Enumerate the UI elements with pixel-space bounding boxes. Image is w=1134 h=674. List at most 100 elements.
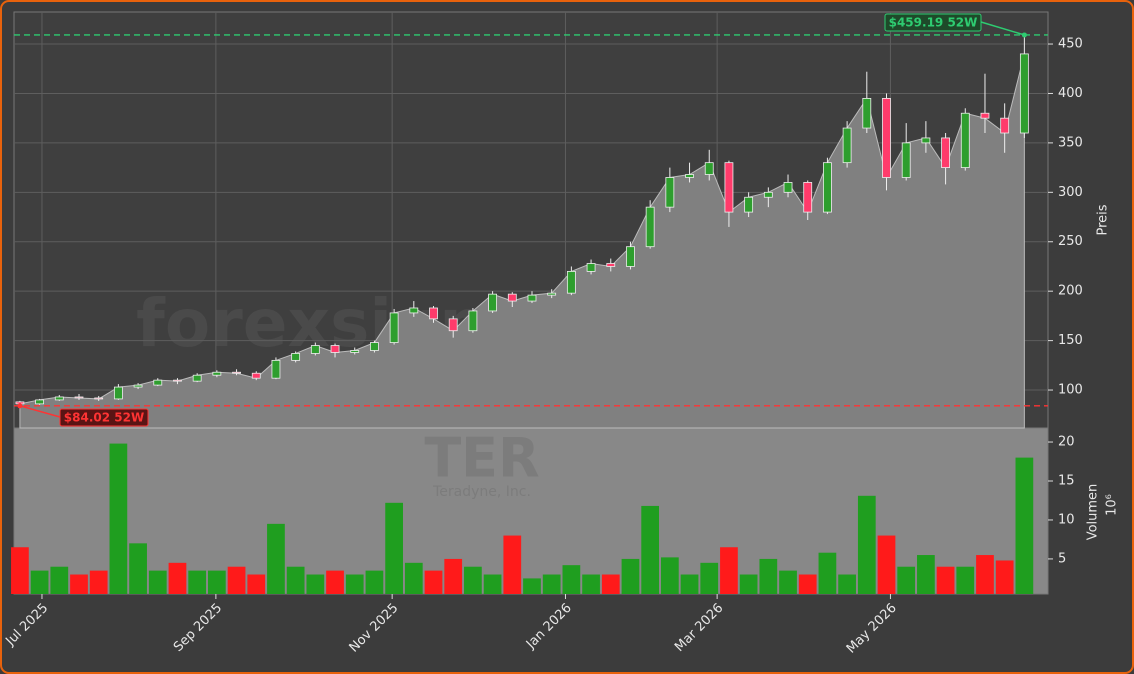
y-axis-label: Preis [1096, 204, 1111, 235]
volume-bar [877, 535, 896, 594]
volume-bar [11, 547, 29, 594]
candle-body [251, 372, 261, 379]
annotation-box [884, 13, 982, 32]
candle-body [370, 342, 379, 351]
candle-body [645, 206, 655, 248]
candle-body [350, 350, 360, 353]
candle-body [527, 294, 537, 302]
candle-body [1000, 117, 1010, 134]
y-tick-label: 100 [1058, 383, 1083, 398]
candle-body [862, 98, 872, 129]
candle-body [665, 177, 675, 208]
volume-bar [601, 574, 620, 594]
candle-body [960, 112, 970, 169]
arrow-head [17, 403, 23, 409]
y-tick-label: 250 [1058, 234, 1083, 249]
candle-body [94, 397, 104, 400]
volume-bar [641, 505, 660, 594]
annotation-box [59, 408, 149, 427]
volume-bar [660, 557, 679, 594]
y-tick-label: 10 [1058, 512, 1075, 527]
volume-bar [523, 578, 541, 594]
volume-bar [818, 552, 837, 594]
candle-body [566, 271, 576, 294]
candle-body [173, 379, 182, 382]
candle-body [763, 191, 773, 198]
volume-bar [148, 570, 167, 594]
volume-bar [207, 570, 226, 594]
candle-body [291, 353, 301, 361]
y-axis-label: Volumen [1086, 484, 1101, 541]
volume-bar [582, 574, 600, 594]
candle-body [212, 371, 222, 376]
y-tick-label: 350 [1058, 135, 1083, 150]
volume-bar [503, 535, 522, 594]
annotation-label: $459.19 52W [889, 16, 978, 30]
volume-bar [30, 570, 49, 594]
volume-bar [247, 574, 266, 594]
y-tick-label: 300 [1058, 185, 1083, 200]
candle-body [54, 396, 64, 401]
volume-bar [345, 574, 364, 594]
volume-bar [464, 566, 482, 594]
volume-bar [897, 566, 916, 594]
candle-body [153, 379, 163, 386]
candle-body [724, 162, 734, 213]
annotation-label: $84.02 52W [64, 411, 144, 425]
candle-body [783, 182, 793, 193]
candle-body [1019, 53, 1029, 134]
volume-bar [326, 570, 344, 594]
candle-body [409, 307, 419, 314]
y-tick-label: 15 [1058, 473, 1075, 488]
volume-bar [109, 443, 128, 594]
arrow-head [1021, 32, 1027, 38]
volume-bar [956, 566, 975, 594]
volume-bar [680, 574, 699, 594]
volume-bar [1015, 457, 1034, 594]
candle-body [468, 310, 478, 332]
volume-bar [267, 523, 285, 594]
candle-body [980, 112, 990, 119]
candle-body [882, 98, 891, 178]
volume-bar [70, 574, 88, 594]
watermark: TER [424, 427, 539, 490]
candle-body [941, 137, 950, 169]
candle-body [842, 127, 852, 164]
candle-body [330, 345, 340, 353]
candle-body [803, 182, 813, 213]
candle-body [271, 359, 281, 379]
volume-bar [306, 574, 325, 594]
volume-bar [739, 574, 758, 594]
volume-bar [168, 562, 187, 594]
volume-bar [857, 495, 876, 594]
volume-bar [621, 558, 640, 594]
volume-bar [700, 562, 719, 594]
candle-body [921, 137, 931, 144]
volume-bar [227, 566, 246, 594]
volume-bar [798, 574, 817, 594]
y-tick-label: 450 [1058, 37, 1083, 52]
y-tick-label: 5 [1058, 551, 1066, 566]
volume-bar [542, 574, 561, 594]
annotation-arrow [19, 405, 61, 418]
volume-bar [779, 570, 797, 594]
volume-bar [995, 560, 1014, 594]
volume-bar [936, 566, 955, 594]
y-tick-label: 150 [1058, 333, 1083, 348]
volume-bar [286, 566, 305, 594]
candle-body [232, 371, 241, 374]
candle-body [685, 174, 694, 178]
volume-bar [759, 558, 778, 594]
candle-body [823, 162, 832, 213]
candle-body [626, 246, 635, 267]
volume-bar [838, 574, 856, 594]
candle-body [744, 196, 754, 213]
candle-body [507, 293, 517, 302]
volume-bar [720, 547, 738, 594]
volume-bar [188, 570, 207, 594]
candle-body [901, 142, 911, 178]
candle-body [488, 293, 497, 312]
volume-bar [483, 574, 502, 594]
volume-bar [444, 558, 463, 594]
